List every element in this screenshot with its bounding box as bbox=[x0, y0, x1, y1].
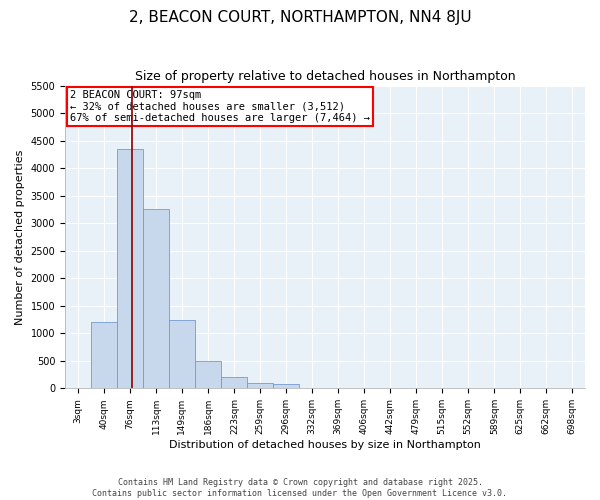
Title: Size of property relative to detached houses in Northampton: Size of property relative to detached ho… bbox=[135, 70, 515, 83]
Y-axis label: Number of detached properties: Number of detached properties bbox=[15, 150, 25, 324]
Bar bbox=[91, 322, 117, 388]
Text: 2 BEACON COURT: 97sqm
← 32% of detached houses are smaller (3,512)
67% of semi-d: 2 BEACON COURT: 97sqm ← 32% of detached … bbox=[70, 90, 370, 124]
Text: 2, BEACON COURT, NORTHAMPTON, NN4 8JU: 2, BEACON COURT, NORTHAMPTON, NN4 8JU bbox=[128, 10, 472, 25]
Bar bbox=[221, 378, 247, 388]
Bar bbox=[195, 361, 221, 388]
Bar bbox=[169, 320, 195, 388]
X-axis label: Distribution of detached houses by size in Northampton: Distribution of detached houses by size … bbox=[169, 440, 481, 450]
Bar bbox=[143, 210, 169, 388]
Bar bbox=[247, 383, 273, 388]
Text: Contains HM Land Registry data © Crown copyright and database right 2025.
Contai: Contains HM Land Registry data © Crown c… bbox=[92, 478, 508, 498]
Bar bbox=[117, 149, 143, 388]
Bar bbox=[273, 384, 299, 388]
